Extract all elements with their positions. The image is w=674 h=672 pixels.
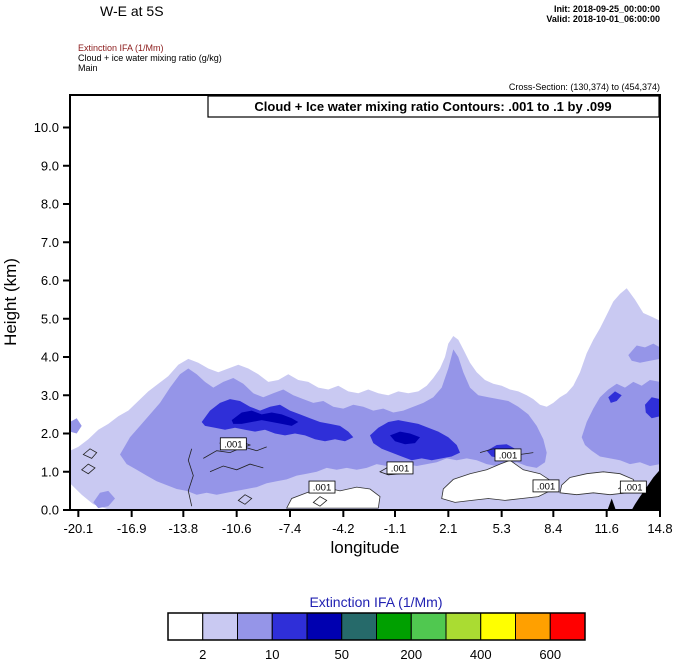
colorbar-cell: [306, 612, 343, 641]
contour-line: [81, 463, 96, 475]
clear-pocket-east: [559, 471, 638, 496]
valid-time: Valid: 2018-10-01_06:00:00: [546, 14, 660, 24]
y-tick-label: 4.0: [41, 350, 59, 365]
y-tick-label: 2.0: [41, 426, 59, 441]
field-label-extinction: Extinction IFA (1/Mm): [78, 43, 164, 53]
colorbar-tick-label: 50: [335, 647, 349, 662]
colorbar-title: Extinction IFA (1/Mm): [309, 594, 442, 610]
colorbar-cell: [341, 612, 377, 641]
contour-fill-mixing-ratio-core-west: [231, 410, 299, 426]
contour-label-box: [219, 437, 247, 451]
y-tick-label: 7.0: [41, 235, 59, 250]
colorbar-cell: [410, 612, 447, 641]
y-tick-label: 0.0: [41, 503, 59, 518]
y-tick-label: 8.0: [41, 197, 59, 212]
colorbar-frame: [167, 612, 586, 641]
colorbar-cell: [202, 612, 238, 641]
axes-layer: -20.1 -16.9 -13.8 -10.6 -7.4 -4.2 -1.1 2.1 5.3 8.…: [34, 120, 673, 536]
y-tick-label: 1.0: [41, 464, 59, 479]
contour-line: [187, 448, 194, 507]
contour-label: .001: [313, 483, 332, 494]
field-label-cloud-ice: Cloud + ice water mixing ratio (g/kg): [78, 53, 222, 63]
contour-fill-mixing-ratio-medium-right: [581, 380, 660, 466]
x-axis-label: longitude: [330, 538, 399, 557]
contour-label-box: [308, 480, 336, 494]
x-tick-label: 8.4: [544, 521, 562, 536]
y-tick-label: 3.0: [41, 388, 59, 403]
y-tick-label: 6.0: [41, 273, 59, 288]
x-tick-label: -13.8: [169, 521, 199, 536]
field-label-main: Main: [78, 63, 98, 73]
x-tick-label: 2.1: [439, 521, 457, 536]
x-tick-label: -10.6: [222, 521, 252, 536]
y-tick-label: 10.0: [34, 120, 59, 135]
contour-fill-mixing-ratio-medium-upper-right: [628, 343, 660, 363]
colorbar-cell: [549, 612, 586, 641]
contour-fill-mixing-ratio-strong-right-edge: [645, 397, 660, 419]
colorbar-cell: [445, 612, 482, 641]
contour-line: [209, 463, 264, 473]
colorbar-cell: [237, 612, 273, 641]
contour-label: .001: [224, 439, 243, 450]
colorbar-tick-label: 10: [265, 647, 279, 662]
terrain-spike: [607, 498, 616, 510]
contour-hole-layer: [286, 459, 638, 509]
contour-label-box: [532, 479, 560, 493]
colorbar-tick-label: 200: [400, 647, 422, 662]
y-tick-label: 5.0: [41, 311, 59, 326]
colorbar-cell: [167, 612, 204, 641]
y-axis-label: Height (km): [1, 258, 20, 346]
x-tick-label: 11.6: [594, 521, 618, 536]
x-tick-label: -4.2: [332, 521, 354, 536]
clear-pocket-central: [441, 459, 553, 503]
x-tick-label: -7.4: [279, 521, 301, 536]
contour-fill-layer: [70, 288, 660, 510]
plot-border: [69, 94, 661, 511]
contour-line: [237, 494, 253, 505]
contour-label-box: [386, 461, 414, 475]
init-time: Init: 2018-09-25_00:00:00: [554, 4, 660, 14]
contour-label-box: [619, 480, 647, 494]
x-tick-label: -1.1: [384, 521, 406, 536]
contour-fill-mixing-ratio-core-central: [390, 431, 420, 445]
colorbar-tick-label: 400: [470, 647, 492, 662]
contour-fill-mixing-ratio-medium-spot-left-edge: [70, 418, 82, 434]
x-tick-label: 5.3: [493, 521, 511, 536]
x-tick-label: -16.9: [117, 521, 147, 536]
colorbar-cell: [271, 612, 308, 641]
contour-label-layer: .001 .001 .001 .001 .001 .001: [219, 437, 647, 494]
colorbar-tick-label: 2: [199, 647, 206, 662]
contour-label: .001: [537, 481, 556, 492]
contour-label: .001: [624, 483, 643, 494]
cross-section-coords: Cross-Section: (130,374) to (454,374): [509, 82, 660, 92]
contour-label-box: [494, 448, 522, 462]
contour-line: [82, 448, 98, 459]
y-tick-label: 9.0: [41, 158, 59, 173]
plot-title-box: [207, 95, 660, 118]
colorbar-tick-label: 600: [539, 647, 561, 662]
contour-fill-mixing-ratio-strong-spot-12e: [608, 391, 622, 403]
x-tick-label: 14.8: [647, 521, 672, 536]
contour-line: [312, 496, 328, 507]
contour-fill-mixing-ratio-medium-spot-left-bottom: [93, 490, 115, 509]
plot-title: Cloud + Ice water mixing ratio Contours:…: [254, 99, 611, 114]
colorbar-cell: [376, 612, 412, 641]
contour-label: .001: [391, 463, 410, 474]
colorbar: 2 10 50 200 400 600: [167, 612, 586, 662]
contour-label: .001: [499, 450, 518, 461]
x-tick-label: -20.1: [64, 521, 94, 536]
page-title: W-E at 5S: [100, 3, 164, 19]
colorbar-cell: [515, 612, 551, 641]
colorbar-cell: [480, 612, 516, 641]
